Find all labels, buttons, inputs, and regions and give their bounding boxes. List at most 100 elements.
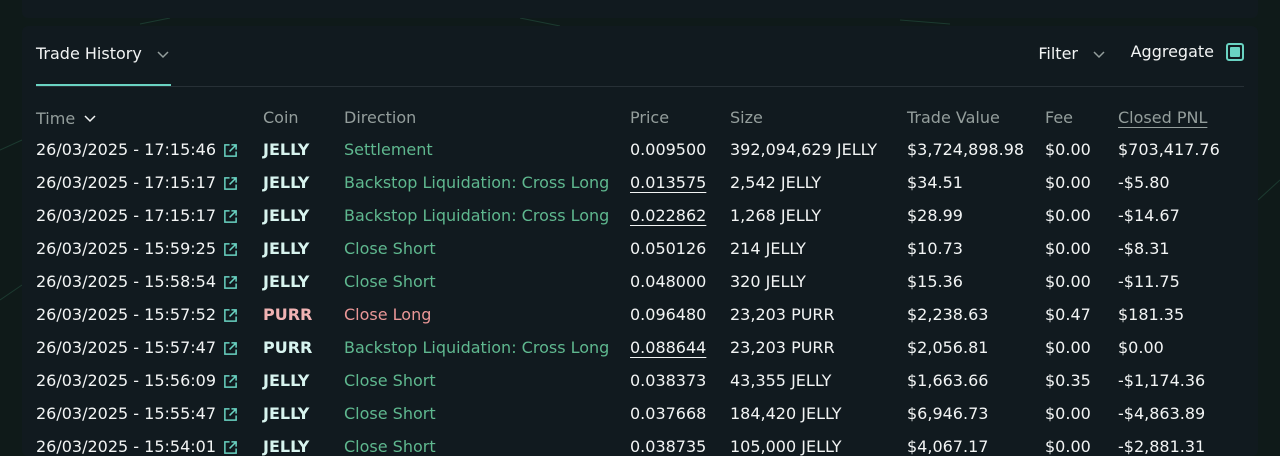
trade-time: 26/03/2025 - 15:55:47 (36, 404, 238, 424)
column-header-fee: Fee (1045, 108, 1074, 127)
column-header-direction: Direction (344, 108, 417, 127)
coin-name[interactable]: JELLY (263, 404, 310, 423)
trade-fee: $0.00 (1045, 272, 1091, 291)
upper-panel (22, 0, 1258, 18)
external-link-icon[interactable] (223, 242, 238, 257)
trade-direction: Backstop Liquidation: Cross Long (344, 173, 610, 192)
trade-time: 26/03/2025 - 17:15:17 (36, 206, 238, 226)
trade-time-text: 26/03/2025 - 17:15:17 (36, 173, 217, 192)
trade-value: $28.99 (907, 206, 963, 225)
trade-fee: $0.47 (1045, 305, 1091, 324)
trade-fee: $0.35 (1045, 371, 1091, 390)
trade-value: $15.36 (907, 272, 963, 291)
coin-name[interactable]: PURR (263, 338, 313, 357)
trade-price: 0.050126 (630, 239, 707, 258)
filter-label: Filter (1038, 44, 1078, 63)
trade-direction: Close Short (344, 371, 436, 390)
coin-name[interactable]: JELLY (263, 140, 310, 159)
trade-time-text: 26/03/2025 - 15:55:47 (36, 404, 217, 423)
trade-size: 23,203 PURR (730, 338, 835, 357)
external-link-icon[interactable] (223, 308, 238, 323)
trade-direction: Close Long (344, 305, 432, 324)
trade-price: 0.048000 (630, 272, 707, 291)
external-link-icon[interactable] (223, 341, 238, 356)
tab-trade-history[interactable]: Trade History (36, 44, 171, 86)
closed-pnl: -$2,881.31 (1118, 437, 1206, 456)
trade-price: 0.037668 (630, 404, 707, 423)
trade-time-text: 26/03/2025 - 15:56:09 (36, 371, 217, 390)
trade-time-text: 26/03/2025 - 15:57:47 (36, 338, 217, 357)
table-row: 26/03/2025 - 15:56:09 JELLY Close Short 0.0… (36, 368, 1244, 401)
trade-value: $6,946.73 (907, 404, 989, 423)
closed-pnl: $181.35 (1118, 305, 1185, 324)
table-row: 26/03/2025 - 15:57:47 PURR Backstop Liquid… (36, 335, 1244, 368)
tab-bar: Trade History Filter Aggregate (36, 26, 1244, 87)
table-header: Time Coin Direction Price Size Trade Val… (36, 104, 1244, 130)
external-link-icon[interactable] (223, 209, 238, 224)
external-link-icon[interactable] (223, 275, 238, 290)
aggregate-toggle[interactable]: Aggregate (1131, 42, 1244, 62)
external-link-icon[interactable] (223, 374, 238, 389)
coin-name[interactable]: JELLY (263, 371, 310, 390)
trade-fee: $0.00 (1045, 140, 1091, 159)
trade-direction: Backstop Liquidation: Cross Long (344, 206, 610, 225)
trade-time: 26/03/2025 - 15:59:25 (36, 239, 238, 259)
trade-time: 26/03/2025 - 15:54:01 (36, 437, 238, 456)
column-header-closed-pnl[interactable]: Closed PNL (1118, 108, 1208, 127)
aggregate-label: Aggregate (1130, 42, 1214, 61)
trade-size: 320 JELLY (730, 272, 806, 291)
column-header-size: Size (730, 108, 763, 127)
trade-value: $1,663.66 (907, 371, 989, 390)
chevron-down-icon (157, 51, 169, 59)
column-header-time[interactable]: Time (36, 108, 97, 128)
table-row: 26/03/2025 - 15:58:54 JELLY Close Short 0.0… (36, 269, 1244, 302)
closed-pnl: -$4,863.89 (1118, 404, 1206, 423)
chevron-down-icon (84, 115, 96, 123)
trade-time-text: 26/03/2025 - 17:15:17 (36, 206, 217, 225)
external-link-icon[interactable] (223, 143, 238, 158)
trade-size: 105,000 JELLY (730, 437, 842, 456)
trade-history-panel: Trade History Filter Aggregate Time Coin… (22, 26, 1258, 456)
trade-price[interactable]: 0.088644 (630, 338, 707, 357)
trade-direction: Close Short (344, 272, 436, 291)
coin-name[interactable]: JELLY (263, 239, 310, 258)
chevron-down-icon (1093, 51, 1105, 59)
trade-time-text: 26/03/2025 - 17:15:46 (36, 140, 217, 159)
trade-price[interactable]: 0.013575 (630, 173, 707, 192)
tab-label: Trade History (36, 44, 142, 63)
trade-price: 0.096480 (630, 305, 707, 324)
external-link-icon[interactable] (223, 176, 238, 191)
coin-name[interactable]: PURR (263, 305, 313, 324)
trade-direction: Close Short (344, 404, 436, 423)
trade-fee: $0.00 (1045, 173, 1091, 192)
trade-value: $4,067.17 (907, 437, 989, 456)
trade-price[interactable]: 0.022862 (630, 206, 707, 225)
trade-time: 26/03/2025 - 17:15:17 (36, 173, 238, 193)
external-link-icon[interactable] (223, 407, 238, 422)
trade-table-body: 26/03/2025 - 17:15:46 JELLY Settlement 0.00… (36, 137, 1244, 456)
trade-direction: Backstop Liquidation: Cross Long (344, 338, 610, 357)
column-header-price: Price (630, 108, 670, 127)
table-row: 26/03/2025 - 15:55:47 JELLY Close Short 0.0… (36, 401, 1244, 434)
trade-size: 23,203 PURR (730, 305, 835, 324)
trade-time: 26/03/2025 - 15:56:09 (36, 371, 238, 391)
trade-size: 392,094,629 JELLY (730, 140, 878, 159)
table-row: 26/03/2025 - 15:59:25 JELLY Close Short 0.0… (36, 236, 1244, 269)
trade-time: 26/03/2025 - 15:58:54 (36, 272, 238, 292)
trade-fee: $0.00 (1045, 239, 1091, 258)
column-header-time-label: Time (36, 108, 76, 128)
trade-fee: $0.00 (1045, 437, 1091, 456)
table-row: 26/03/2025 - 17:15:17 JELLY Backstop Liqui… (36, 170, 1244, 203)
trade-size: 2,542 JELLY (730, 173, 822, 192)
trade-fee: $0.00 (1045, 404, 1091, 423)
trade-time: 26/03/2025 - 15:57:52 (36, 305, 238, 325)
filter-dropdown[interactable]: Filter (1038, 44, 1106, 64)
trade-size: 1,268 JELLY (730, 206, 822, 225)
coin-name[interactable]: JELLY (263, 437, 310, 456)
external-link-icon[interactable] (223, 440, 238, 455)
aggregate-checkbox[interactable] (1226, 43, 1244, 61)
coin-name[interactable]: JELLY (263, 173, 310, 192)
coin-name[interactable]: JELLY (263, 206, 310, 225)
coin-name[interactable]: JELLY (263, 272, 310, 291)
trade-value: $34.51 (907, 173, 963, 192)
